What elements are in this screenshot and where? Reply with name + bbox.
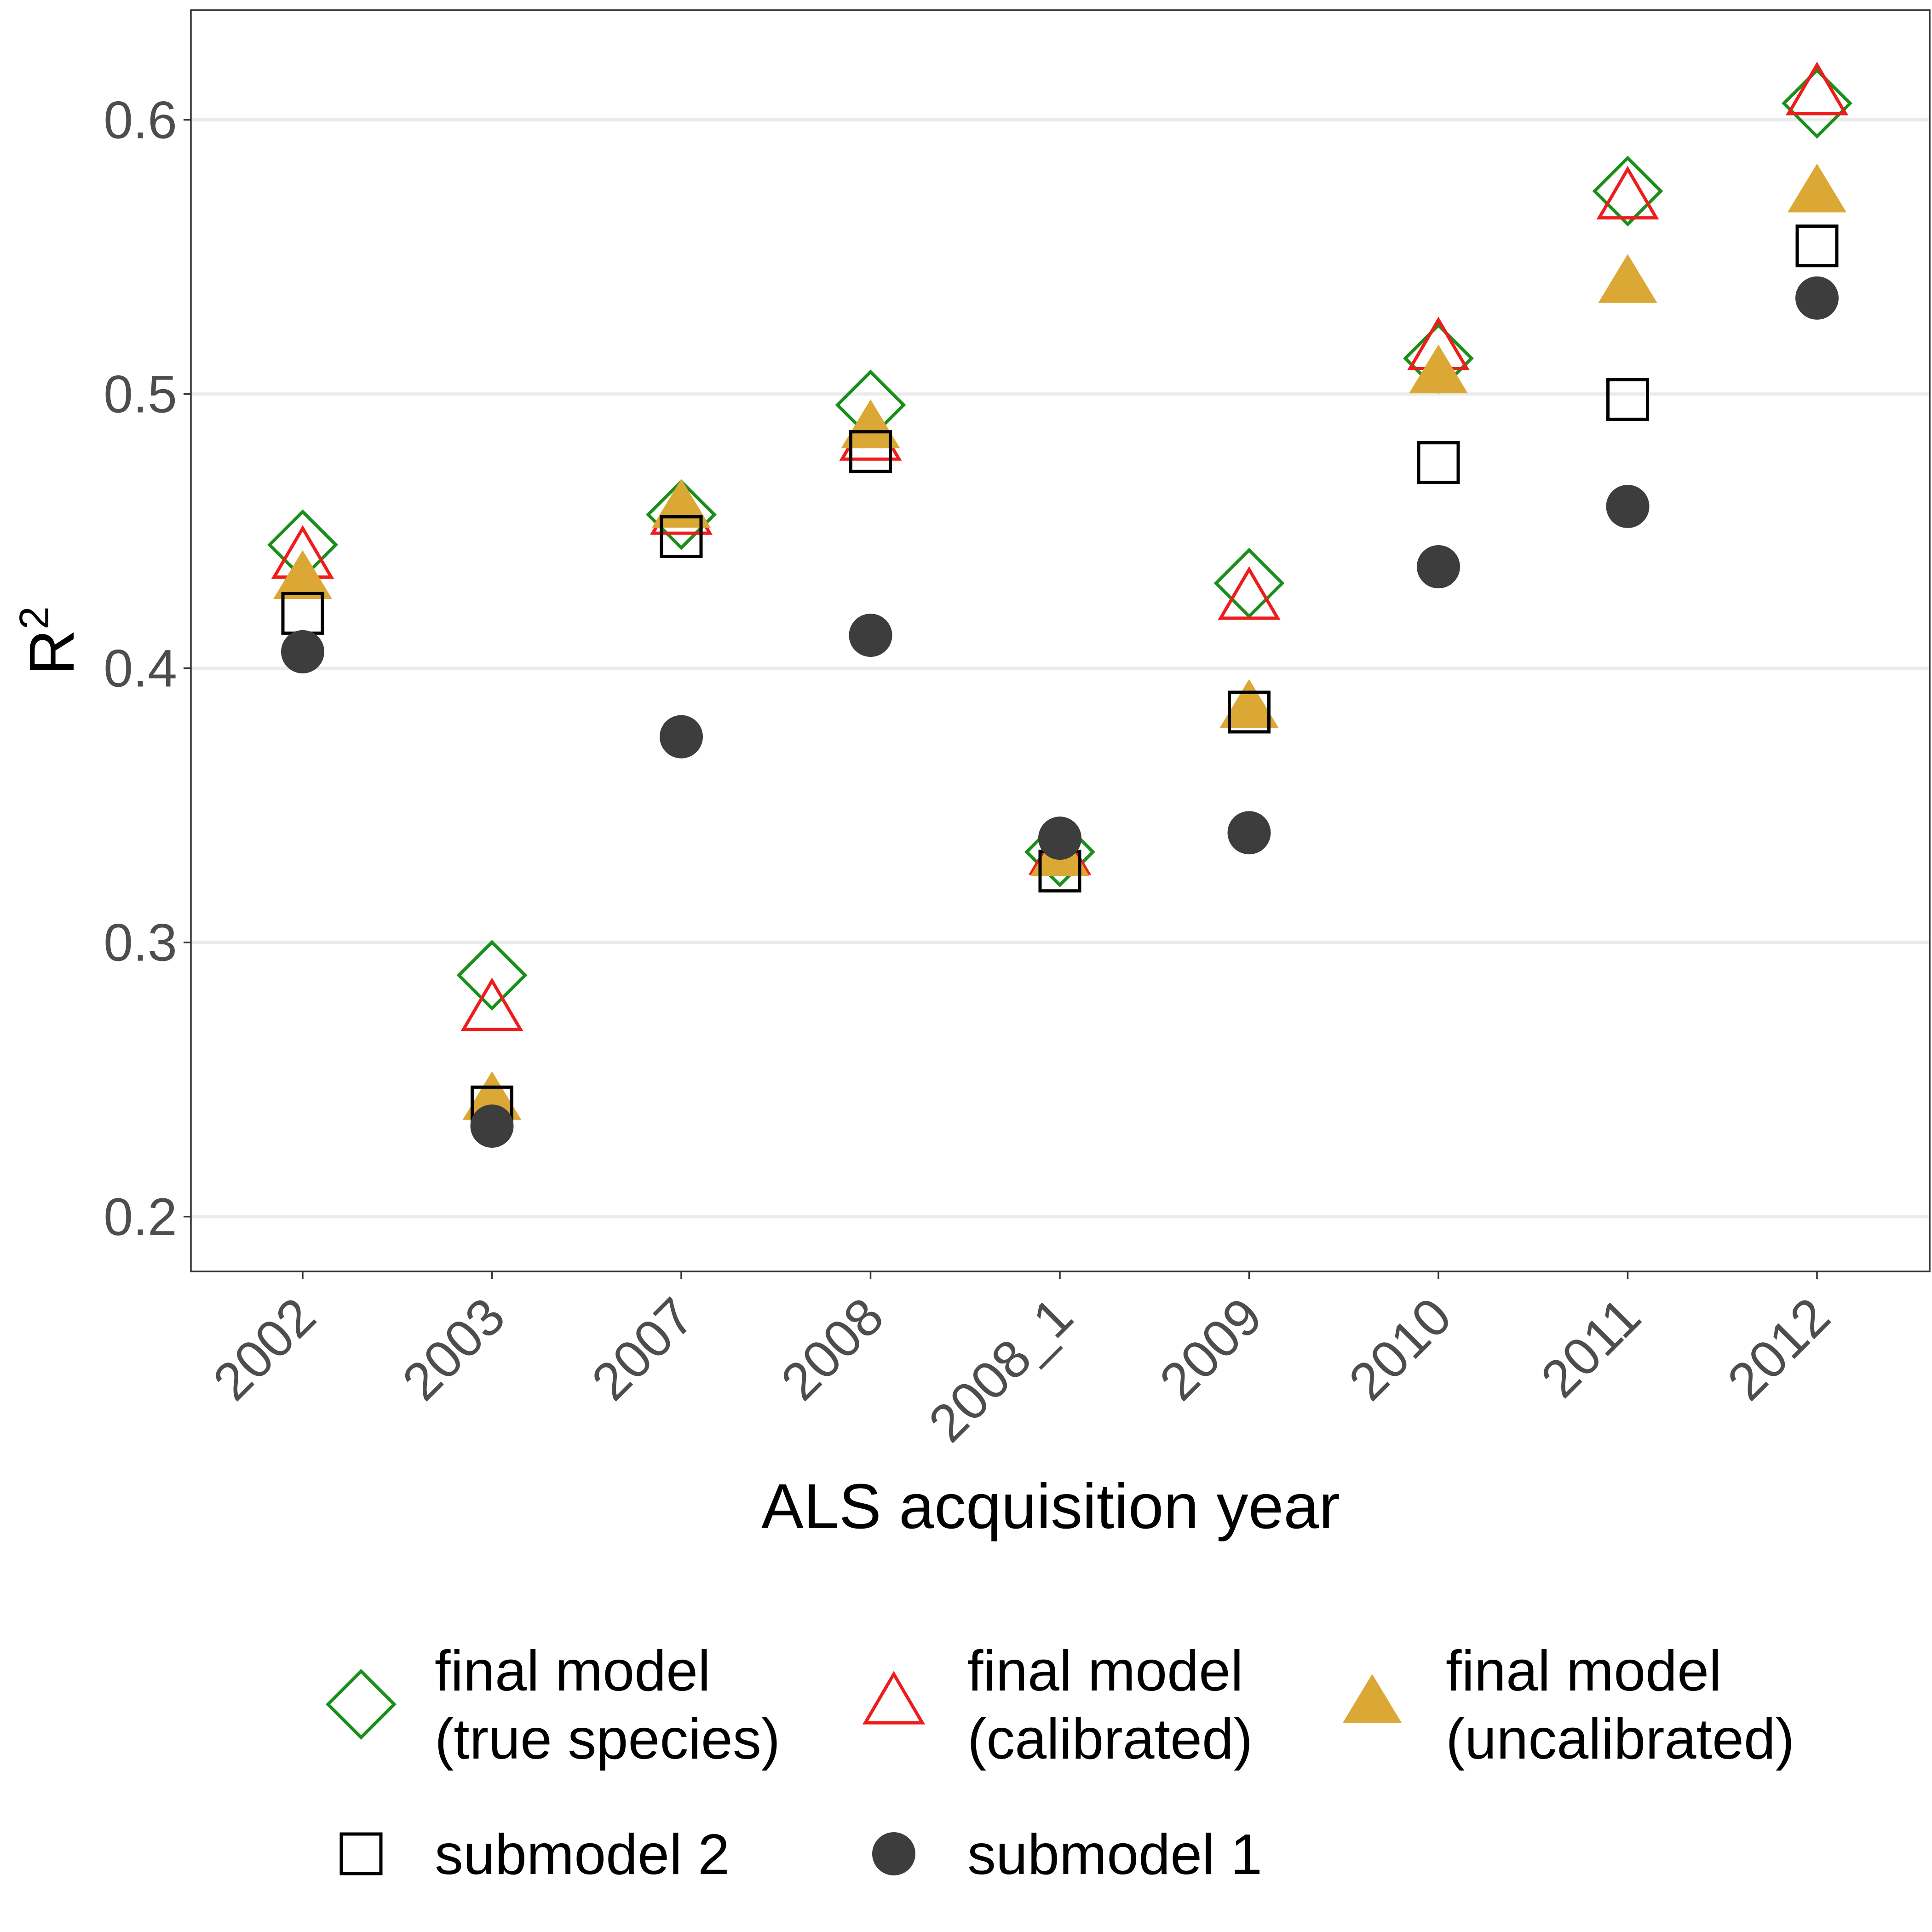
data-point-open-square [849, 430, 892, 473]
data-point-open-diamond [646, 479, 717, 550]
x-axis-title: ALS acquisition year [761, 1471, 1340, 1542]
y-tick-label: 0.4 [104, 639, 177, 698]
legend-label-line1: final model [967, 1639, 1243, 1703]
data-point-open-triangle [1218, 566, 1281, 620]
data-points [267, 62, 1852, 1148]
legend-key-open-square [339, 1832, 383, 1875]
grid-lines [191, 118, 1930, 1219]
data-point-filled-circle [1417, 545, 1460, 589]
data-point-open-square [660, 515, 703, 558]
data-point-open-diamond [1213, 547, 1285, 619]
legend-label: submodel 1 [967, 1823, 1262, 1886]
data-point-open-triangle [1785, 62, 1849, 115]
legend-key-open-triangle [862, 1671, 926, 1725]
data-point-filled-circle [1606, 484, 1650, 528]
data-point-open-diamond [1592, 155, 1663, 227]
legend-label-line2: (true species) [435, 1708, 780, 1771]
data-point-filled-circle [660, 715, 703, 759]
data-point-filled-triangle [462, 1071, 522, 1120]
data-point-open-diamond [1782, 68, 1852, 139]
data-point-open-square [1795, 224, 1839, 268]
data-point-filled-circle [1795, 276, 1839, 320]
y-tick-label: 0.5 [104, 365, 177, 424]
data-point-open-diamond [1024, 816, 1095, 887]
data-point-open-square [1228, 690, 1271, 734]
data-point-filled-circle [849, 614, 892, 657]
data-point-filled-triangle [1788, 163, 1846, 213]
data-point-filled-circle [1227, 811, 1271, 855]
legend-label-line2: (calibrated) [967, 1708, 1253, 1771]
legend-label-line2: (uncalibrated) [1446, 1708, 1794, 1771]
y-tick-label: 0.6 [104, 91, 177, 150]
data-point-filled-circle [1038, 816, 1081, 860]
data-point-filled-triangle [1598, 254, 1657, 303]
legend: final model(true species)final model(cal… [326, 1639, 1794, 1886]
data-point-open-square [1606, 378, 1649, 421]
legend-label-line1: final model [1446, 1639, 1722, 1703]
data-point-filled-circle [281, 630, 324, 673]
legend-key-filled-triangle [1343, 1674, 1402, 1723]
legend-key-open-diamond [326, 1669, 397, 1740]
y-tick-label: 0.2 [104, 1188, 177, 1247]
data-point-filled-triangle [1219, 679, 1279, 728]
y-tick-label: 0.3 [104, 914, 177, 972]
data-point-open-triangle [460, 978, 523, 1031]
data-point-open-square [1417, 441, 1460, 484]
data-point-filled-circle [470, 1104, 514, 1148]
legend-label: submodel 2 [435, 1823, 730, 1886]
data-point-filled-triangle [841, 399, 900, 448]
data-point-open-diamond [456, 940, 528, 1011]
y-axis-title: R2 [12, 606, 87, 675]
y-axis: 0.2 0.3 0.4 0.5 0.6 [104, 91, 191, 1247]
legend-key-filled-circle [872, 1832, 915, 1875]
data-point-filled-triangle [273, 550, 332, 599]
data-point-open-triangle [1596, 166, 1659, 220]
data-point-filled-triangle [1409, 345, 1468, 394]
legend-label-line1: final model [435, 1639, 711, 1703]
